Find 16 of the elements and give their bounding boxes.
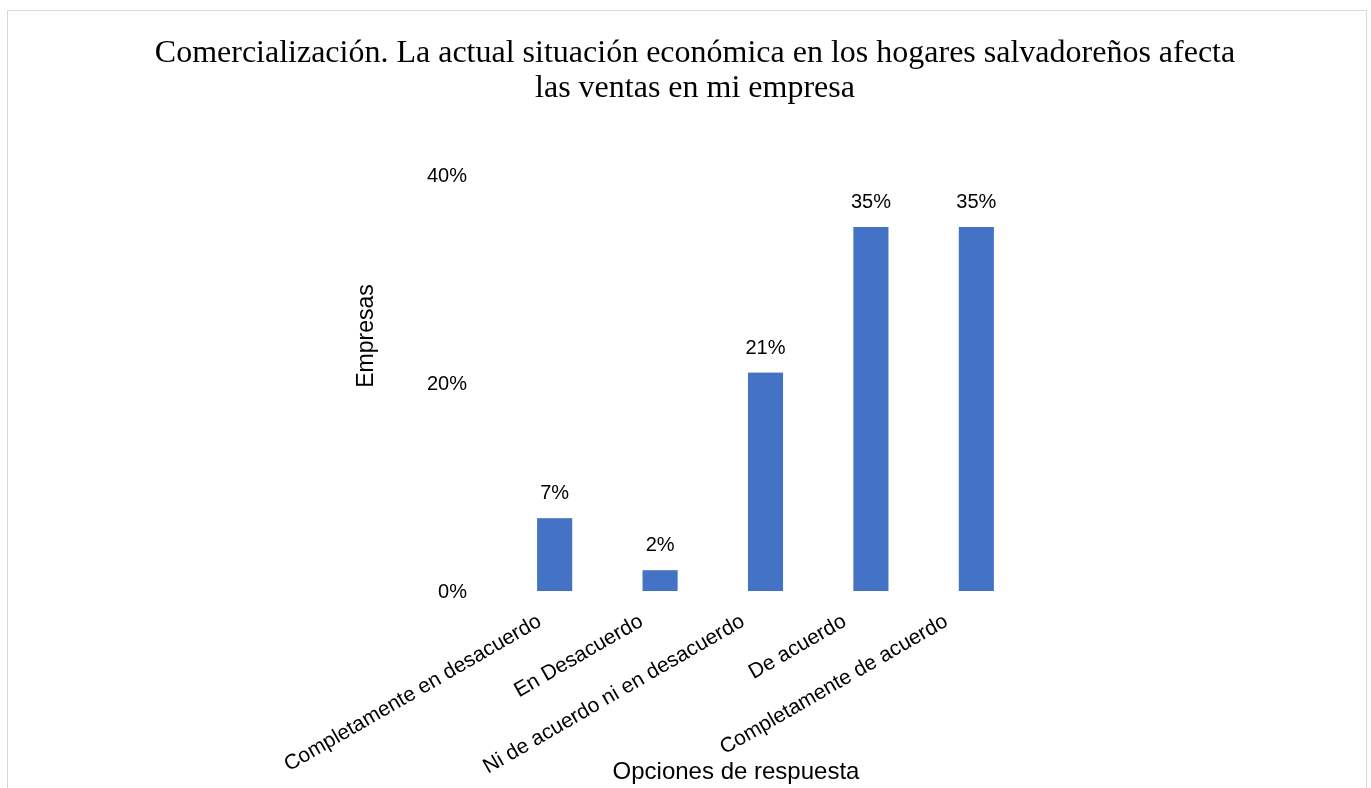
y-axis-title: Empresas: [352, 284, 378, 388]
bar: [537, 518, 573, 591]
x-axis-title: Opciones de respuesta: [612, 757, 861, 784]
bar: [747, 372, 784, 591]
chart-title: Comercialización. La actual situación económica en los hogares salvadoreños afecta las ventas en mi empresa: [154, 33, 1236, 104]
y-tick-label: 40%: [426, 164, 468, 186]
bar: [958, 227, 994, 591]
bar: [853, 227, 889, 591]
data-label: 35%: [850, 190, 892, 212]
bar: [642, 570, 678, 591]
data-label: 2%: [645, 533, 675, 556]
data-label: 21%: [745, 335, 786, 358]
data-label: 7%: [540, 481, 570, 504]
data-label: 35%: [956, 190, 997, 212]
y-tick-label: 20%: [426, 372, 468, 394]
y-tick-label: 0%: [438, 580, 468, 602]
